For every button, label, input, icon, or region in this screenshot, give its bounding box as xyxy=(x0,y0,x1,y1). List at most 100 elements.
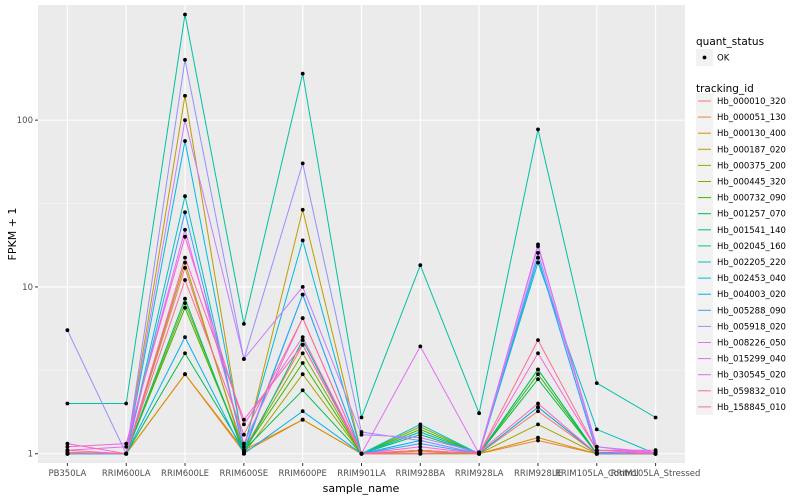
data-point xyxy=(594,381,599,385)
data-point xyxy=(536,127,540,132)
data-point xyxy=(65,451,70,456)
data-point xyxy=(653,448,658,453)
data-point xyxy=(300,71,305,76)
legend-series-label: Hb_000130_400 xyxy=(717,129,786,139)
data-point xyxy=(183,305,187,310)
data-point xyxy=(536,351,540,356)
data-point xyxy=(536,405,540,410)
data-point xyxy=(594,444,599,449)
legend-shape-entries: OK xyxy=(696,49,730,66)
legend-series-label: Hb_004003_020 xyxy=(717,290,786,300)
data-point xyxy=(594,427,599,432)
legend-series-label: Hb_001541_140 xyxy=(717,226,786,236)
data-point xyxy=(124,441,129,446)
legend-series-label: Hb_002453_040 xyxy=(717,274,786,284)
data-point xyxy=(594,448,599,453)
x-tick-label: RRIM928LE xyxy=(514,469,562,479)
data-point xyxy=(183,278,187,282)
data-point xyxy=(536,377,540,382)
data-point xyxy=(418,427,423,432)
data-point xyxy=(242,322,246,326)
legend-key-point xyxy=(702,55,707,60)
data-point xyxy=(242,444,246,449)
legend-series-label: Hb_008226_050 xyxy=(717,339,786,349)
data-point xyxy=(242,417,246,422)
data-point xyxy=(242,448,246,453)
data-point xyxy=(418,263,423,268)
data-point xyxy=(418,422,423,427)
data-point xyxy=(183,12,187,17)
data-point xyxy=(183,260,187,265)
data-point xyxy=(418,448,423,453)
legend-series-label: Hb_005918_020 xyxy=(717,322,786,332)
legend-series-label: Hb_015299_040 xyxy=(717,355,786,365)
data-point xyxy=(418,438,423,443)
data-point xyxy=(242,441,246,446)
data-point xyxy=(183,266,187,270)
data-point xyxy=(183,93,187,98)
data-point xyxy=(183,139,187,143)
data-point xyxy=(300,207,305,212)
axis-layer: 1 10 100 PB350LA RRIM600LA RRIM600LE RRIM600SE… xyxy=(17,116,701,479)
data-point xyxy=(124,451,129,456)
legend-series-label: Hb_002205_220 xyxy=(717,258,786,268)
data-point xyxy=(300,285,305,289)
data-point xyxy=(300,388,305,393)
data-point xyxy=(65,448,70,453)
x-tick-label: RRIM105LA_Control xyxy=(555,469,639,479)
data-point xyxy=(536,409,540,414)
legend-series-label: Hb_000375_200 xyxy=(717,161,786,171)
data-point xyxy=(418,441,423,446)
legend-series-label: Hb_005288_090 xyxy=(717,306,786,316)
x-axis-title: sample_name xyxy=(323,482,400,495)
data-point xyxy=(536,435,540,440)
data-point xyxy=(65,444,70,449)
data-point xyxy=(477,411,481,416)
y-tick-label: 1 xyxy=(28,450,33,460)
data-point xyxy=(418,444,423,449)
data-point xyxy=(418,432,423,437)
data-point xyxy=(653,415,658,420)
data-point xyxy=(300,238,305,243)
data-point xyxy=(183,118,187,122)
data-point xyxy=(65,328,70,333)
data-point xyxy=(359,451,364,456)
legend-series-label: Hb_030545_020 xyxy=(717,371,786,381)
data-point xyxy=(418,451,423,456)
data-point xyxy=(300,316,305,320)
data-point xyxy=(359,432,364,437)
data-point xyxy=(300,292,305,297)
data-point xyxy=(300,338,305,342)
data-point xyxy=(536,255,540,260)
data-point xyxy=(536,260,540,265)
data-point xyxy=(183,194,187,199)
data-point xyxy=(124,401,129,406)
point-layer xyxy=(65,12,658,456)
legend-series-label: Hb_000010_320 xyxy=(717,97,786,107)
data-point xyxy=(300,372,305,377)
data-point xyxy=(183,296,187,301)
data-point xyxy=(183,301,187,305)
data-point xyxy=(183,57,187,62)
data-point xyxy=(65,441,70,446)
data-point xyxy=(300,351,305,356)
data-point xyxy=(477,451,481,456)
data-point xyxy=(183,210,187,215)
legend-shape-label: OK xyxy=(717,54,730,64)
data-point xyxy=(183,372,187,377)
data-point xyxy=(124,444,129,449)
data-point xyxy=(536,251,540,255)
data-point xyxy=(183,335,187,339)
x-tick-label: RRIM105LA_Stressed xyxy=(611,469,701,479)
legend-shape-title: quant_status xyxy=(696,36,764,48)
data-point xyxy=(300,161,305,166)
data-point xyxy=(536,422,540,427)
data-point xyxy=(65,401,70,406)
x-tick-label: RRIM928BA xyxy=(396,469,446,479)
x-tick-label: PB350LA xyxy=(48,469,86,479)
data-point xyxy=(242,432,246,437)
data-point xyxy=(242,422,246,427)
data-point xyxy=(594,451,599,456)
y-axis-title: FPKM + 1 xyxy=(6,208,19,261)
